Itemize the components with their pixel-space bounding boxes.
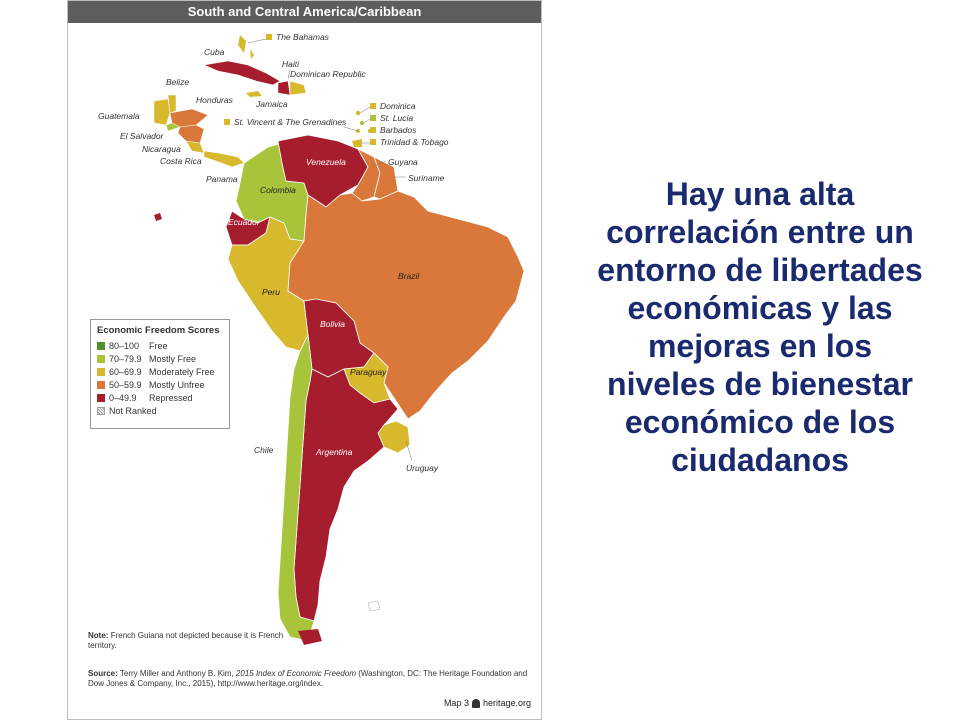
label-dominica: Dominica	[380, 101, 416, 111]
label-paraguay: Paraguay	[350, 367, 387, 377]
legend-swatch	[97, 367, 105, 376]
label-bahamas: The Bahamas	[276, 32, 330, 42]
map-reference: Map 3 heritage.org	[444, 698, 531, 708]
label-costa-rica: Costa Rica	[160, 156, 202, 166]
map-legend: Economic Freedom Scores 80–100 Free 70–7…	[90, 319, 230, 429]
map-graphic: Cuba The Bahamas Haiti Dominican Republi…	[98, 32, 525, 645]
source-label: Source:	[88, 669, 118, 678]
label-cuba: Cuba	[204, 47, 225, 57]
island-galapagos	[154, 213, 162, 221]
country-cuba	[202, 60, 281, 86]
label-dominican-republic: Dominican Republic	[290, 69, 366, 79]
label-argentina: Argentina	[315, 447, 353, 457]
legend-marker-st-lucia	[370, 115, 376, 121]
liberty-bell-icon	[471, 698, 480, 708]
legend-swatch	[97, 354, 105, 363]
country-jamaica	[246, 91, 262, 97]
country-honduras	[169, 108, 209, 128]
source-text-before: Terry Miller and Anthony B. Kim,	[119, 669, 236, 678]
note-label: Note:	[88, 631, 109, 640]
label-colombia: Colombia	[260, 185, 296, 195]
legend-item-free: 80–100 Free	[97, 339, 223, 352]
label-el-salvador: El Salvador	[120, 131, 165, 141]
legend-label: Mostly Free	[149, 353, 197, 364]
label-guatemala: Guatemala	[98, 111, 140, 121]
island-falklands	[367, 600, 381, 612]
map-note: Note: French Guiana not depicted because…	[88, 631, 288, 651]
legend-label: Not Ranked	[109, 405, 157, 416]
country-panama	[203, 150, 245, 168]
map-source: Source: Terry Miller and Anthony B. Kim,…	[88, 669, 538, 689]
label-peru: Peru	[262, 287, 280, 297]
island-dominica	[355, 110, 361, 116]
map-number: Map 3	[443, 698, 469, 708]
country-guatemala	[153, 98, 171, 126]
note-text: French Guiana not depicted because it is…	[88, 631, 284, 650]
country-haiti	[277, 80, 291, 96]
label-brazil: Brazil	[398, 271, 420, 281]
label-st-lucia: St. Lucia	[380, 113, 413, 123]
label-ecuador: Ecuador	[228, 217, 261, 227]
label-bolivia: Bolivia	[320, 319, 345, 329]
label-honduras: Honduras	[196, 95, 234, 105]
label-nicaragua: Nicaragua	[142, 144, 181, 154]
country-dominican-republic	[289, 80, 307, 96]
legend-range: 50–59.9	[109, 379, 142, 390]
legend-label: Moderately Free	[149, 366, 215, 377]
legend-item-not-ranked: Not Ranked	[97, 404, 223, 417]
label-guyana: Guyana	[388, 157, 418, 167]
label-belize: Belize	[166, 77, 189, 87]
label-jamaica: Jamaica	[255, 99, 288, 109]
legend-label: Mostly Unfree	[149, 379, 205, 390]
legend-range: 60–69.9	[109, 366, 142, 377]
legend-swatch	[97, 341, 105, 350]
legend-label: Free	[149, 340, 168, 351]
country-brazil	[287, 190, 525, 420]
island-st-lucia	[359, 120, 365, 126]
label-trinidad: Trinidad & Tobago	[380, 137, 449, 147]
country-nicaragua	[177, 124, 205, 144]
legend-range: 70–79.9	[109, 353, 142, 364]
map-panel: Cuba The Bahamas Haiti Dominican Republi…	[67, 0, 542, 720]
site-name: heritage.org	[482, 698, 531, 708]
legend-swatch	[97, 393, 105, 402]
legend-marker-trinidad	[370, 139, 376, 145]
label-st-vincent: St. Vincent & The Grenadines	[234, 117, 347, 127]
slide-headline: Hay una alta correlación entre un entorn…	[597, 176, 923, 478]
country-costa-rica	[185, 140, 205, 154]
legend-swatch	[97, 380, 105, 389]
legend-item-moderately-free: 60–69.9 Moderately Free	[97, 365, 223, 378]
map-title: South and Central America/Caribbean	[68, 1, 541, 23]
legend-item-mostly-unfree: 50–59.9 Mostly Unfree	[97, 378, 223, 391]
label-panama: Panama	[206, 174, 238, 184]
country-chile	[277, 333, 315, 642]
label-haiti: Haiti	[282, 59, 300, 69]
legend-range: 80–100	[109, 340, 140, 351]
legend-item-mostly-free: 70–79.9 Mostly Free	[97, 352, 223, 365]
country-bahamas	[238, 35, 254, 59]
country-argentina	[293, 368, 399, 622]
legend-marker-dominica	[370, 103, 376, 109]
legend-marker-st-vincent	[224, 119, 230, 125]
legend-marker-barbados	[370, 127, 376, 133]
legend-swatch-hatched	[97, 406, 105, 415]
label-chile: Chile	[254, 445, 274, 455]
legend-title: Economic Freedom Scores	[97, 325, 220, 336]
legend-marker-bahamas	[266, 34, 272, 40]
label-uruguay: Uruguay	[406, 463, 439, 473]
source-title: 2015 Index of Economic Freedom	[235, 669, 356, 678]
legend-range: 0–49.9	[109, 392, 137, 403]
island-trinidad	[352, 139, 362, 147]
legend-label: Repressed	[149, 392, 193, 403]
label-barbados: Barbados	[380, 125, 417, 135]
label-venezuela: Venezuela	[306, 157, 346, 167]
label-suriname: Suriname	[408, 173, 445, 183]
island-tierra-del-fuego	[298, 629, 322, 645]
source-text-after: (Washington, DC: The Heritage Foundation…	[88, 669, 528, 688]
legend-item-repressed: 0–49.9 Repressed	[97, 391, 223, 404]
